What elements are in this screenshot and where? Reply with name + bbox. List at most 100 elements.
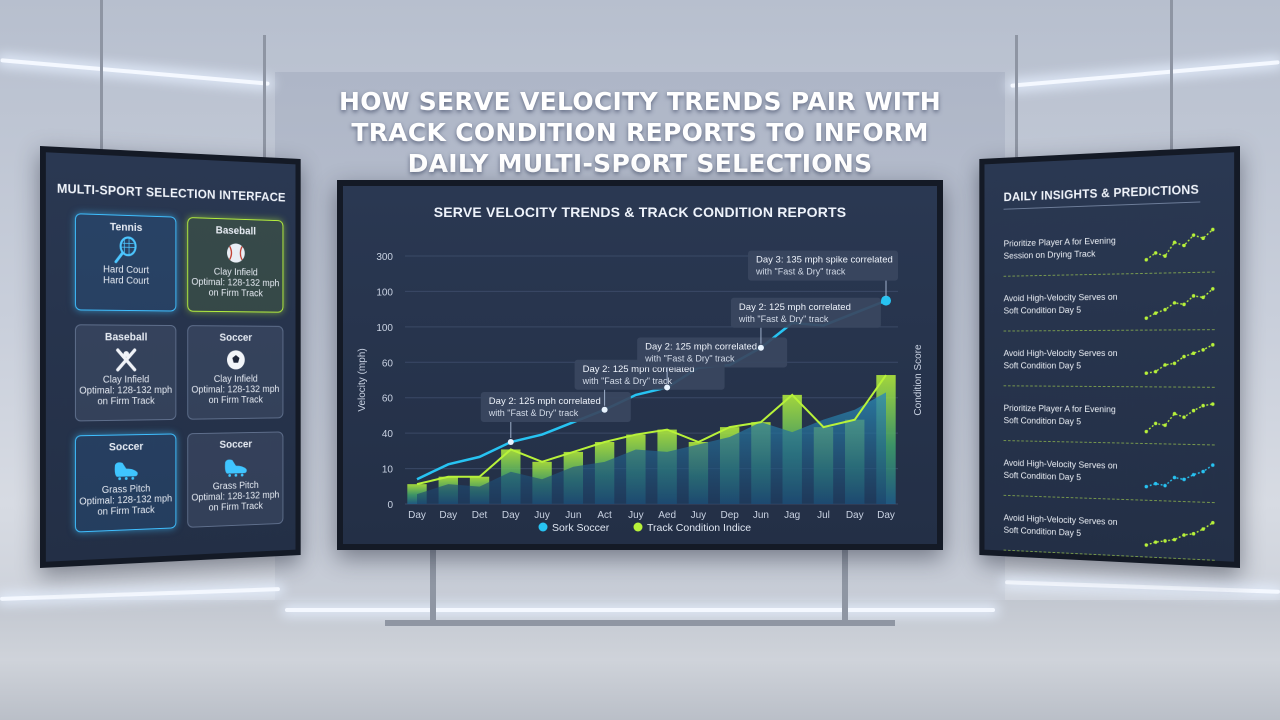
sport-card-baseball[interactable]: Baseball Clay Infield Optimal: 128-132 mph… [75, 324, 176, 421]
sparkline-point [1154, 311, 1157, 315]
insight-item[interactable]: Prioritize Player A for Evening Soft Cond… [1004, 388, 1215, 445]
sport-card-title: Soccer [188, 332, 282, 344]
floor-light-center [285, 608, 995, 612]
floor-light-right [1005, 580, 1280, 594]
insight-item[interactable]: Avoid High-Velocity Serves on Soft Condit… [1004, 332, 1215, 388]
insight-line: Avoid High-Velocity Serves on [1004, 347, 1130, 360]
panel-title: MULTI-SPORT SELECTION INTERFACE [46, 180, 296, 205]
annotation-point [758, 345, 764, 351]
sport-card-baseball[interactable]: Baseball Clay Infield Optimal: 128-132 mph… [187, 217, 283, 313]
sport-card-title: Soccer [188, 438, 282, 451]
insight-item[interactable]: Prioritize Player A for Evening Session o… [1004, 217, 1215, 277]
sparkline-point [1163, 254, 1166, 258]
sparkline-point [1163, 483, 1166, 487]
chart-screen: SERVE VELOCITY TRENDS & TRACK CONDITION … [337, 180, 943, 550]
legend-label: Track Condition Indice [647, 522, 751, 534]
soccer-ball-icon [188, 345, 282, 374]
sparkline-icon [1141, 281, 1215, 323]
insight-line: Session on Drying Track [1004, 246, 1130, 262]
legend-label: Sork Soccer [552, 522, 610, 534]
hanging-pole [1170, 0, 1173, 150]
sport-card-grid: Tennis Hard Court Hard Court Baseball Clay I… [75, 213, 283, 532]
sparkline-point [1163, 307, 1166, 311]
x-tick-label: Aed [658, 510, 676, 521]
sparkline-point [1192, 351, 1195, 355]
annotation-text: with "Fast & Dry" track [755, 267, 846, 277]
insight-text: Prioritize Player A for Evening Soft Cond… [1004, 402, 1130, 429]
hanging-pole [1015, 35, 1018, 175]
sparkline-point [1182, 354, 1185, 358]
insight-line: Avoid High-Velocity Serves on [1004, 290, 1130, 304]
annotation-text: with "Fast & Dry" track [738, 314, 829, 324]
floor-light-left [0, 587, 280, 601]
annotation-point [508, 439, 514, 445]
sparkline-icon [1141, 223, 1215, 266]
monitor-stand-leg [842, 550, 848, 620]
sparkline-point [1154, 421, 1157, 425]
sport-card-title: Baseball [188, 224, 282, 238]
y-tick-label: 100 [376, 323, 393, 334]
insight-item[interactable]: Avoid High-Velocity Serves on Soft Condit… [1004, 498, 1215, 561]
sport-card-detail: Optimal: 128-132 mph [188, 384, 282, 395]
sparkline-point [1201, 403, 1204, 407]
sparkline-point [1201, 295, 1204, 299]
x-tick-label: Juy [691, 510, 707, 521]
sport-card-soccer[interactable]: Soccer Grass Pitch Optimal: 128-132 mph on … [187, 431, 283, 527]
sparkline-point [1163, 363, 1166, 367]
sparkline-point [1145, 371, 1148, 375]
monitor-stand-leg [430, 550, 436, 620]
x-tick-label: Day [502, 510, 520, 521]
sparkline-point [1211, 287, 1214, 291]
sparkline-point [1201, 236, 1204, 240]
x-tick-label: Jag [784, 510, 800, 521]
x-tick-label: Day [408, 510, 426, 521]
sparkline-point [1211, 342, 1214, 346]
x-tick-label: Day [877, 510, 895, 521]
sparkline-point [1201, 348, 1204, 352]
y-axis-label: Velocity (mph) [357, 348, 368, 411]
x-tick-label: Act [597, 510, 612, 521]
insight-text: Avoid High-Velocity Serves on Soft Condit… [1004, 347, 1130, 372]
insight-item[interactable]: Avoid High-Velocity Serves on Soft Condit… [1004, 274, 1215, 331]
insight-item[interactable]: Avoid High-Velocity Serves on Soft Condit… [1004, 443, 1215, 503]
insight-line: Soft Condition Day 5 [1004, 359, 1130, 372]
sparkline-icon [1141, 509, 1215, 553]
sport-card-title: Baseball [76, 331, 176, 343]
soccer-cleat-icon [188, 451, 282, 482]
sparkline-point [1192, 294, 1195, 298]
page-title: HOW SERVE VELOCITY TRENDS PAIR WITH TRAC… [330, 86, 950, 179]
legend-swatch-condition [634, 523, 643, 532]
sparkline-point [1145, 543, 1148, 547]
sport-card-soccer[interactable]: Soccer Clay Infield Optimal: 128-132 mph on… [187, 325, 283, 420]
x-tick-label: Jun [753, 510, 769, 521]
sparkline-icon [1141, 452, 1215, 495]
x-tick-label: Day [846, 510, 864, 521]
sparkline-point [1211, 402, 1214, 406]
sparkline-point [1154, 369, 1157, 373]
monitor-stand-base [385, 620, 895, 626]
insight-text: Avoid High-Velocity Serves on Soft Condit… [1004, 457, 1130, 485]
sparkline-point [1145, 484, 1148, 488]
y2-axis-label: Condition Score [913, 344, 924, 416]
annotation-point [881, 296, 891, 306]
sport-card-detail: Optimal: 128-132 mph [188, 277, 282, 289]
sport-card-detail: Clay Infield [76, 374, 176, 385]
sparkline-point [1173, 301, 1176, 305]
x-tick-label: Det [472, 510, 488, 521]
y-tick-label: 0 [387, 500, 393, 511]
sparkline-point [1192, 233, 1195, 237]
velocity-chart: 0 10 40 60 60 100 100 300 Velocity (mph) Conditio… [343, 186, 937, 544]
sport-card-tennis[interactable]: Tennis Hard Court Hard Court [75, 213, 176, 311]
annotation-text: Day 2: 125 mph correlated [645, 341, 757, 352]
legend-swatch-velocity [539, 523, 548, 532]
insights-screen: DAILY INSIGHTS & PREDICTIONS Prioritize … [979, 146, 1240, 568]
x-tick-label: Day [439, 510, 457, 521]
sparkline-point [1182, 415, 1185, 419]
y-tick-label: 300 [376, 252, 393, 263]
sparkline-point [1145, 316, 1148, 320]
y-tick-label: 60 [382, 394, 394, 405]
insight-text: Prioritize Player A for Evening Session o… [1004, 234, 1130, 262]
insight-list: Prioritize Player A for Evening Session o… [1004, 217, 1215, 563]
annotation-text: Day 2: 125 mph correlated [739, 302, 851, 313]
sport-card-soccer[interactable]: Soccer Grass Pitch Optimal: 128-132 mph on … [75, 433, 176, 532]
